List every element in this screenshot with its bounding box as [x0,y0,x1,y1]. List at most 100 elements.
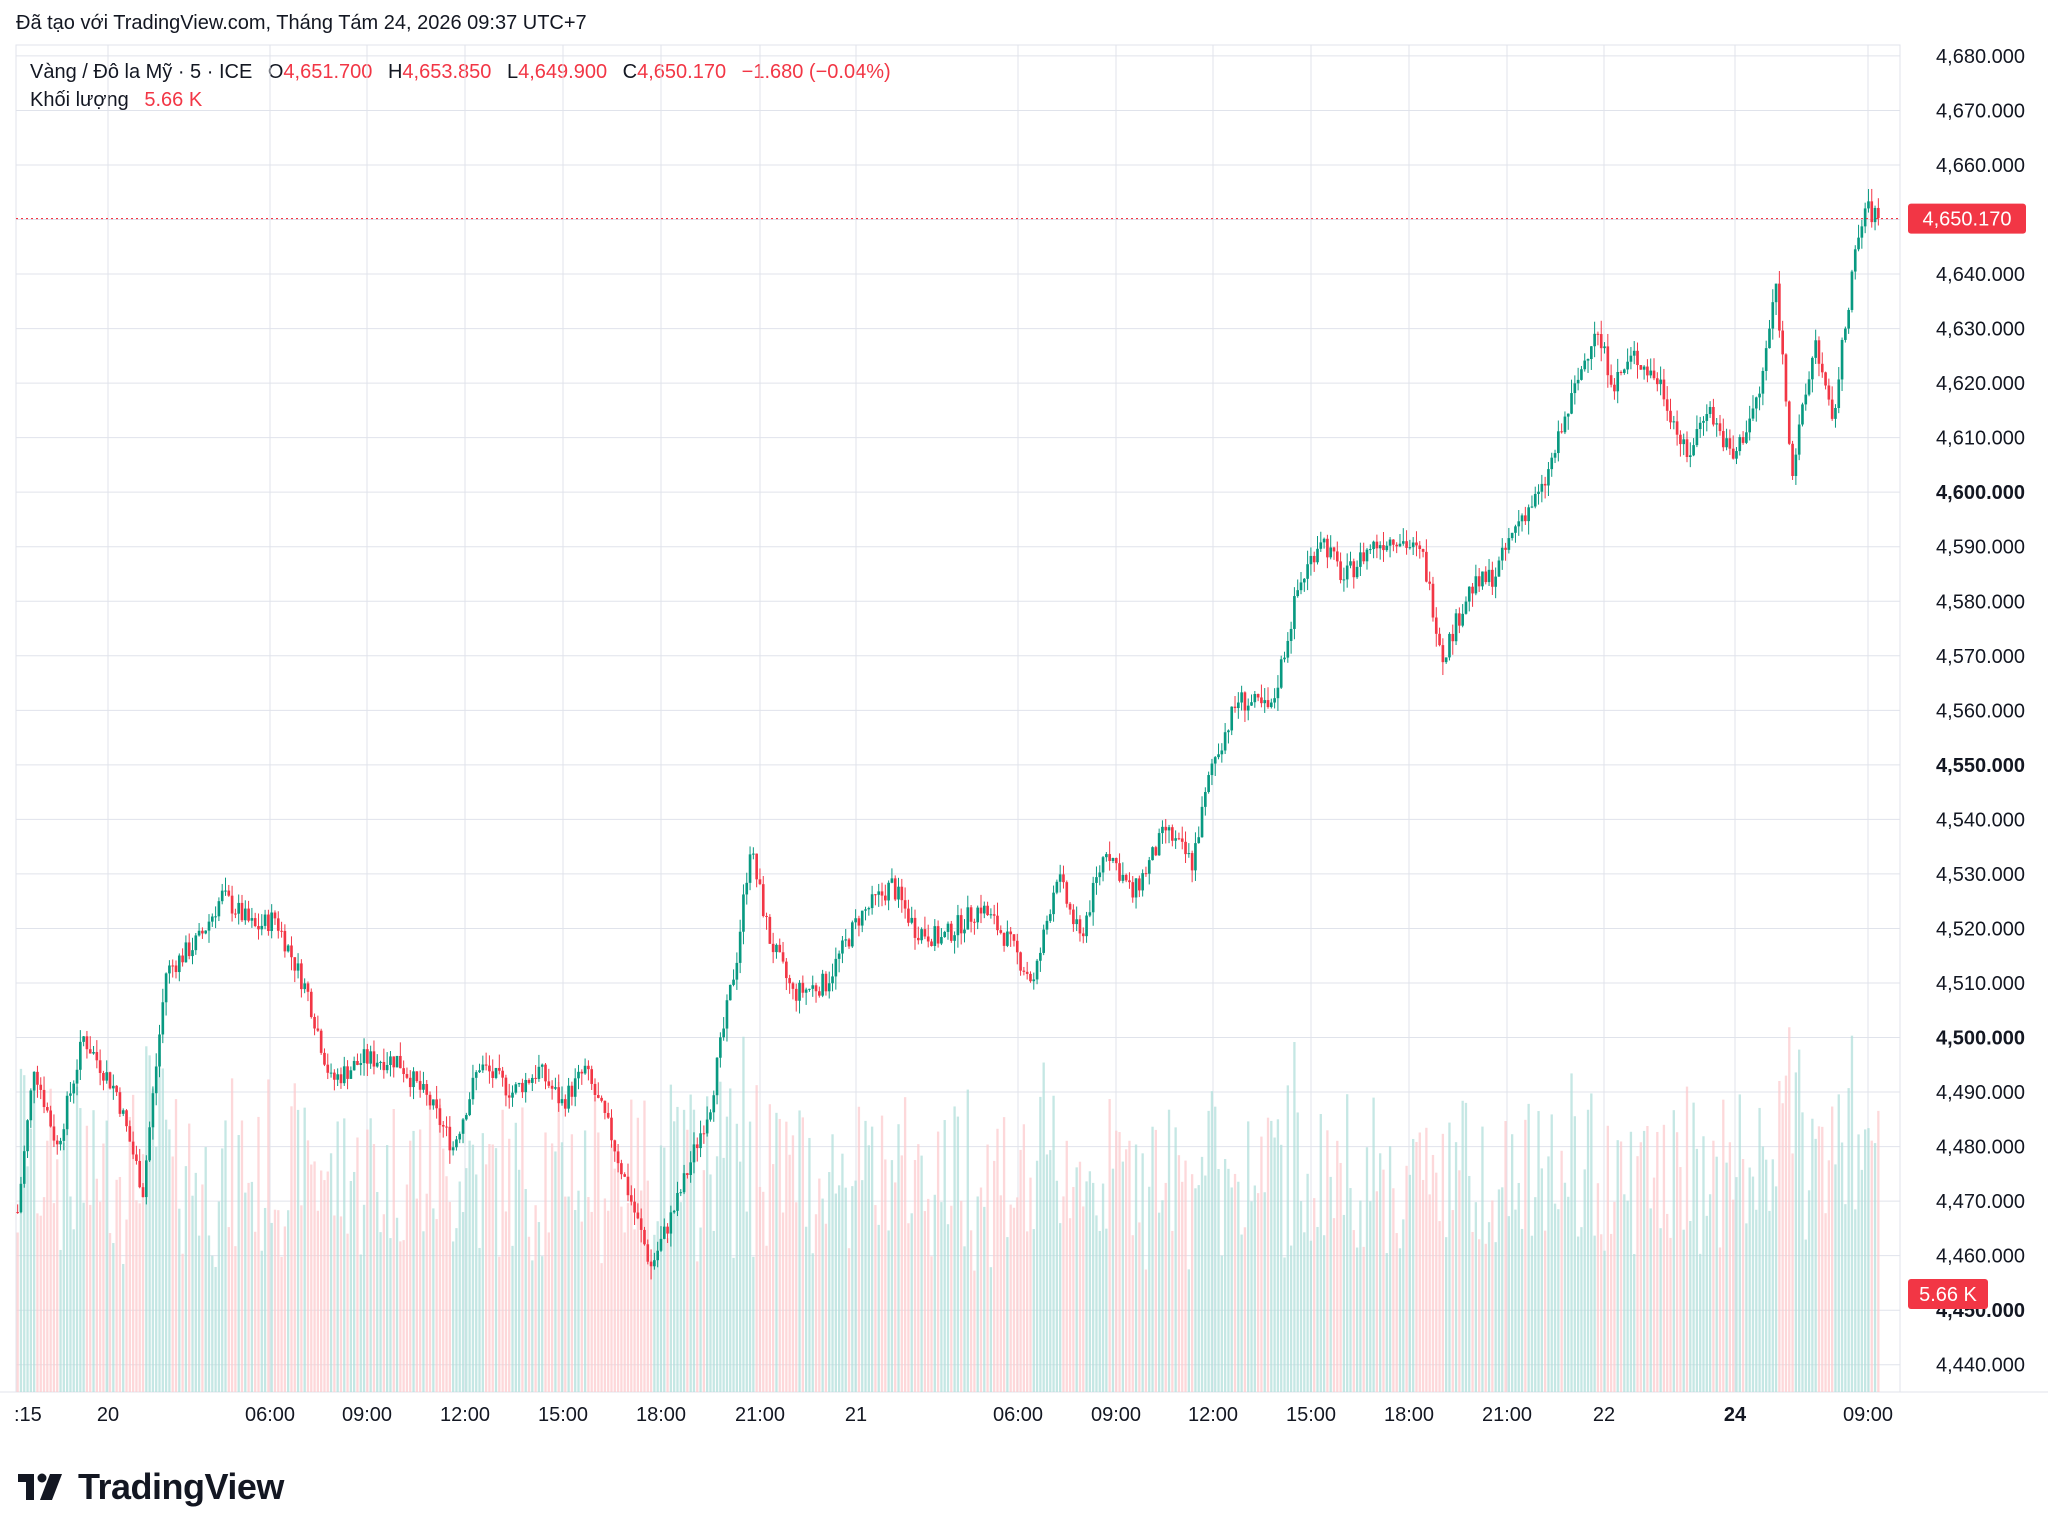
candle-body [639,1218,643,1230]
candle-body [659,1238,663,1251]
candle-body [1738,437,1742,452]
candle-body [1167,827,1171,831]
volume-bar [927,1198,930,1392]
volume-bar [290,1106,293,1392]
volume-bar [682,1109,686,1392]
candle-body [1632,350,1636,356]
volume-bar [1685,1086,1689,1392]
volume-bar [626,1203,630,1392]
volume-bar [1593,1235,1596,1392]
candle-body [1352,561,1356,578]
candle-body [1751,408,1755,419]
volume-bar [534,1205,537,1392]
candle-body [247,908,250,921]
candle-body [1081,933,1085,937]
candle-body [1157,833,1161,856]
candle-body [1180,838,1184,842]
candle-body [580,1071,584,1074]
candle-body [1048,914,1052,921]
volume-bar [230,1078,234,1392]
candle-body [1131,882,1135,898]
volume-bar [1154,1129,1157,1392]
volume-bar [610,1144,613,1392]
candle-body [1725,438,1728,448]
volume-label[interactable]: Khối lượng [30,89,129,111]
candle-body [1312,555,1316,563]
candle-body [643,1229,646,1245]
candle-body [1042,929,1045,953]
candle-body [72,1083,76,1094]
candle-body [1801,404,1804,425]
candle-body [451,1147,455,1151]
candle-body [1243,692,1247,711]
candle-body [1741,437,1745,443]
candle-body [1837,379,1841,409]
candle-body [623,1174,627,1177]
y-tick-label: 4,460.000 [1936,1246,2025,1268]
volume-bar [1247,1121,1250,1392]
candle-body [52,1126,56,1141]
volume-bar [263,1207,267,1392]
price-chart[interactable]: 4,440.0004,450.0004,460.0004,470.0004,48… [0,0,2048,1460]
volume-bar [379,1232,382,1392]
volume-bar [656,1221,659,1392]
volume-bar [1365,1147,1369,1392]
volume-bar [1827,1160,1831,1392]
volume-bar [432,1208,435,1392]
volume-bar [1148,1186,1151,1392]
volume-bar [1260,1136,1263,1392]
candle-body [626,1176,630,1196]
volume-bar [1831,1106,1834,1392]
volume-bar [1283,1257,1286,1392]
candle-body [1731,448,1735,459]
volume-bar [583,1130,587,1392]
volume-bar [303,1107,306,1392]
volume-bar [1821,1126,1824,1392]
candle-body [1019,952,1022,971]
candle-body [1580,369,1583,380]
candle-body [1322,538,1326,543]
volume-bar [89,1204,92,1392]
volume-bar [874,1205,877,1392]
volume-bar [1392,1188,1395,1392]
volume-bar [458,1181,461,1392]
candle-body [1606,346,1610,376]
volume-bar [1059,1223,1062,1392]
volume-bar [966,1089,969,1392]
y-tick-label: 4,560.000 [1936,700,2025,722]
symbol-title[interactable]: Vàng / Đô la Mỹ · 5 · ICE [30,61,253,83]
candle-body [1870,201,1874,223]
candle-body [1210,763,1214,776]
open-label: O [267,61,284,83]
candle-body [1105,854,1108,858]
candle-body [1293,596,1296,629]
candle-body [191,950,194,957]
volume-bar [1263,1192,1266,1392]
candle-body [676,1193,679,1211]
candle-body [1669,410,1672,423]
candle-body [1708,406,1712,415]
candle-body [181,955,184,963]
candle-body [323,1052,326,1065]
candle-body [1636,350,1639,366]
candle-body [695,1144,699,1149]
candle-body [940,937,943,944]
candle-body [1705,414,1709,421]
candle-body [1665,399,1669,411]
candle-body [204,930,208,934]
candle-body [1877,207,1880,219]
candle-body [527,1079,531,1083]
candle-body [1461,613,1464,626]
volume-bar [1253,1185,1256,1392]
candle-body [725,1000,729,1029]
candle-body [171,965,175,967]
volume-bar [181,1253,184,1392]
candle-body [1474,576,1478,594]
brand[interactable]: TradingView [18,1466,284,1508]
volume-bar [725,1116,729,1392]
volume-bar [1273,1137,1276,1392]
volume-bar [1639,1142,1642,1392]
candle-body [102,1072,105,1081]
volume-bar [1167,1109,1171,1392]
volume-bar [260,1250,263,1392]
